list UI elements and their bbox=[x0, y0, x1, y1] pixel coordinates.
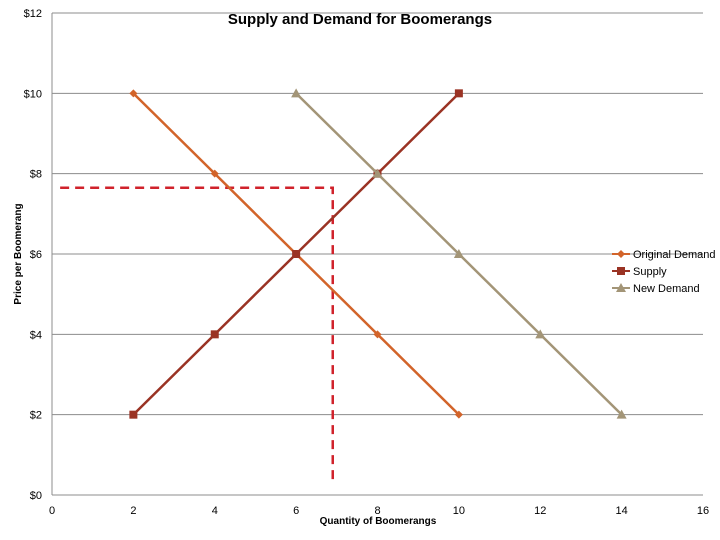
y-tick-labels: $0 $2 $4 $6 $8 $10 $12 bbox=[24, 8, 42, 502]
dashed-guide-line bbox=[60, 186, 334, 483]
triangle-marker bbox=[372, 168, 383, 178]
y-tick-label: $4 bbox=[30, 329, 42, 341]
diamond-marker bbox=[129, 89, 138, 98]
dashed-guide-lines bbox=[60, 186, 334, 483]
y-tick-label: $6 bbox=[30, 249, 42, 261]
square-marker bbox=[292, 250, 301, 258]
square-marker bbox=[454, 89, 463, 98]
triangle-marker bbox=[291, 88, 302, 98]
x-tick-label: 4 bbox=[212, 505, 218, 517]
x-tick-label: 10 bbox=[453, 505, 465, 517]
x-tick-label: 6 bbox=[293, 505, 299, 517]
diamond-marker bbox=[210, 169, 219, 178]
diamond-marker bbox=[373, 330, 382, 339]
y-tick-label: $8 bbox=[30, 169, 42, 181]
y-tick-label: $12 bbox=[24, 8, 42, 20]
legend-label: Original Demand bbox=[633, 249, 716, 261]
diamond-marker bbox=[454, 410, 463, 419]
diamond-marker bbox=[617, 250, 625, 258]
y-tick-label: $10 bbox=[24, 88, 42, 100]
triangle-marker bbox=[616, 409, 627, 419]
triangle-marker bbox=[535, 329, 546, 339]
x-tick-label: 2 bbox=[130, 505, 136, 517]
y-tick-label: $0 bbox=[30, 490, 42, 502]
square-marker bbox=[617, 267, 625, 275]
gridlines bbox=[52, 12, 703, 496]
x-tick-labels: 0 2 4 6 8 10 12 14 16 bbox=[49, 505, 709, 517]
series-new-demand bbox=[291, 88, 627, 419]
x-tick-label: 14 bbox=[616, 505, 628, 517]
x-tick-label: 8 bbox=[374, 505, 380, 517]
x-tick-label: 0 bbox=[49, 505, 55, 517]
chart-title: Supply and Demand for Boomerangs bbox=[228, 11, 492, 28]
y-tick-label: $2 bbox=[30, 410, 42, 422]
legend: Original Demand Supply New Demand bbox=[612, 249, 716, 295]
series-layer bbox=[129, 88, 627, 419]
square-marker bbox=[129, 410, 138, 419]
legend-label: Supply bbox=[633, 266, 667, 278]
x-tick-label: 12 bbox=[534, 505, 546, 517]
square-marker bbox=[210, 330, 219, 339]
y-axis-label: Price per Boomerang bbox=[13, 203, 24, 304]
triangle-marker bbox=[616, 283, 626, 292]
x-axis-label: Quantity of Boomerangs bbox=[320, 516, 437, 527]
triangle-marker bbox=[453, 249, 464, 258]
legend-label: New Demand bbox=[633, 283, 700, 295]
x-tick-label: 16 bbox=[697, 505, 709, 517]
